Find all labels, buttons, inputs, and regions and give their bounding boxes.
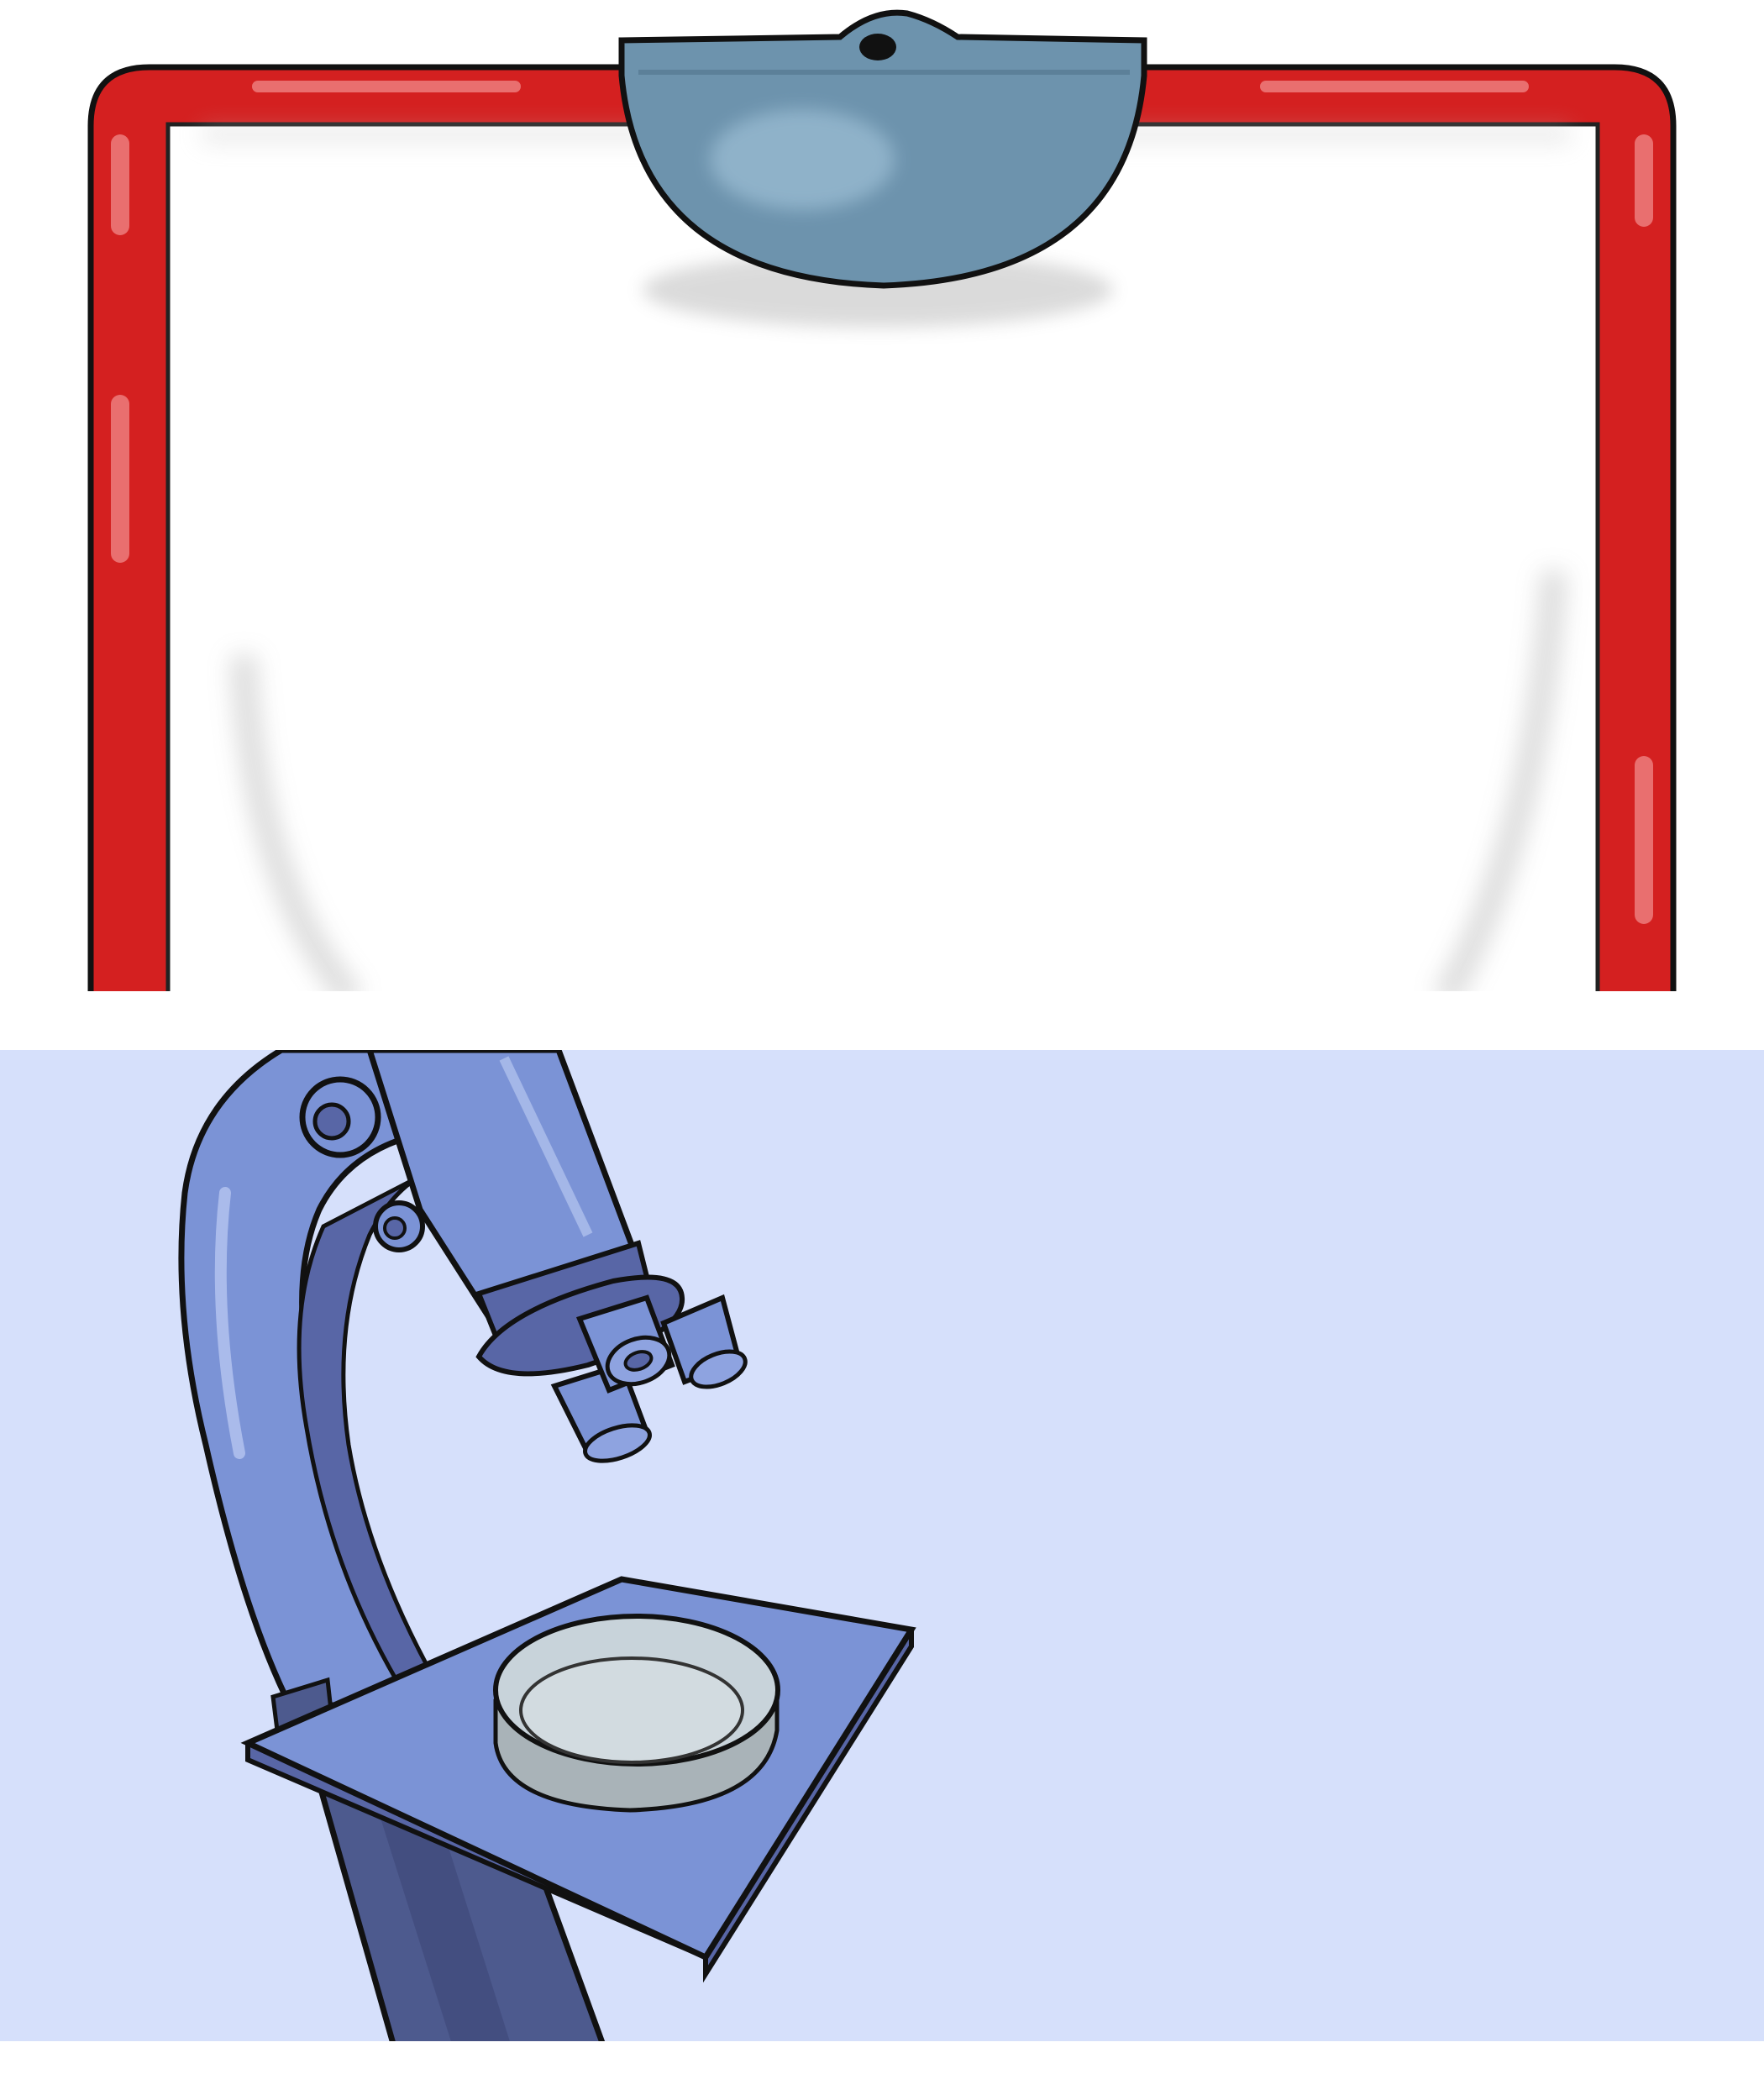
microscope-objectives: [550, 1294, 748, 1463]
clipboard-frame-highlights: [111, 81, 1653, 924]
microscope-knobs: [299, 1076, 425, 1252]
microscope-icon: [178, 1050, 916, 2041]
petri-dish-icon: [493, 1614, 780, 1813]
clipboard-icon: [87, 9, 1677, 991]
clip-icon: [618, 9, 1147, 289]
